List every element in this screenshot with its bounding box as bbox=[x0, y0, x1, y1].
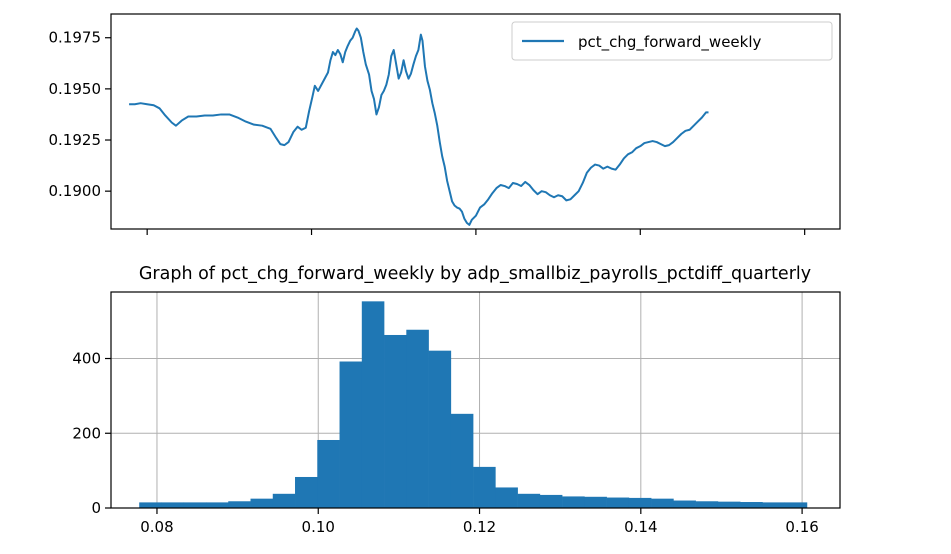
histogram-frame bbox=[110, 291, 841, 509]
histogram-bar bbox=[450, 413, 474, 508]
histogram-bar bbox=[740, 502, 763, 508]
legend: pct_chg_forward_weekly bbox=[511, 21, 833, 61]
histogram-bar bbox=[562, 496, 585, 508]
histogram-y-tick-label: 200 bbox=[72, 424, 101, 442]
histogram-x-tick-label: 0.16 bbox=[785, 518, 818, 536]
line-chart-panel: 0.1900 0.1925 0.1950 0.1975 pct_chg_forward… bbox=[49, 13, 841, 235]
histogram-bar bbox=[161, 502, 185, 508]
histogram-bar bbox=[628, 497, 652, 508]
histogram-bar bbox=[361, 301, 385, 508]
histogram-bars bbox=[139, 301, 808, 508]
line-chart-y-tick-label: 0.1975 bbox=[49, 29, 102, 47]
histogram-bar bbox=[517, 493, 541, 508]
histogram-x-tick-label: 0.08 bbox=[140, 518, 173, 536]
histogram-bar bbox=[250, 498, 274, 508]
histogram-bar bbox=[206, 502, 229, 508]
line-chart-y-tick-label: 0.1900 bbox=[49, 182, 102, 200]
line-chart-y-tick-label: 0.1925 bbox=[49, 131, 102, 149]
histogram-bar bbox=[539, 494, 563, 508]
line-chart-y-tick-label: 0.1950 bbox=[49, 80, 102, 98]
legend-label: pct_chg_forward_weekly bbox=[578, 33, 762, 52]
histogram-bar bbox=[695, 501, 719, 508]
histogram-bar bbox=[272, 493, 296, 508]
line-chart-y-axis: 0.1900 0.1925 0.1950 0.1975 bbox=[49, 29, 111, 200]
histogram-y-tick-label: 400 bbox=[72, 350, 101, 368]
line-chart-frame bbox=[110, 13, 841, 230]
histogram-bar bbox=[183, 502, 207, 508]
histogram-bar bbox=[406, 329, 429, 508]
histogram-y-axis: 0 200 400 bbox=[72, 350, 111, 517]
histogram-bar bbox=[584, 496, 607, 508]
legend-box bbox=[511, 21, 833, 61]
histogram-bar bbox=[339, 361, 363, 508]
histogram-bar bbox=[428, 350, 452, 508]
histogram-x-axis: 0.08 0.10 0.12 0.14 0.16 bbox=[140, 508, 819, 536]
histogram-bar bbox=[784, 502, 808, 508]
histogram-bar bbox=[606, 497, 630, 508]
histogram-bar bbox=[651, 498, 674, 508]
histogram-title: Graph of pct_chg_forward_weekly by adp_s… bbox=[139, 264, 811, 284]
histogram-bar bbox=[295, 476, 318, 508]
histogram-x-tick-label: 0.12 bbox=[463, 518, 496, 536]
histogram-bar bbox=[317, 439, 340, 508]
histogram-bar bbox=[384, 334, 407, 508]
line-series-pct-chg-forward-weekly bbox=[129, 27, 709, 226]
histogram-panel: Graph of pct_chg_forward_weekly by adp_s… bbox=[72, 264, 841, 536]
histogram-x-tick-label: 0.14 bbox=[624, 518, 657, 536]
histogram-bar bbox=[473, 466, 496, 508]
histogram-x-tick-label: 0.10 bbox=[302, 518, 335, 536]
histogram-bar bbox=[717, 501, 741, 508]
histogram-bar bbox=[762, 502, 785, 508]
histogram-bar bbox=[139, 502, 162, 508]
line-chart-x-axis bbox=[146, 229, 806, 235]
histogram-bar bbox=[228, 501, 251, 508]
histogram-bar bbox=[495, 487, 518, 508]
histogram-y-tick-label: 0 bbox=[91, 499, 101, 517]
histogram-bar bbox=[673, 500, 696, 508]
